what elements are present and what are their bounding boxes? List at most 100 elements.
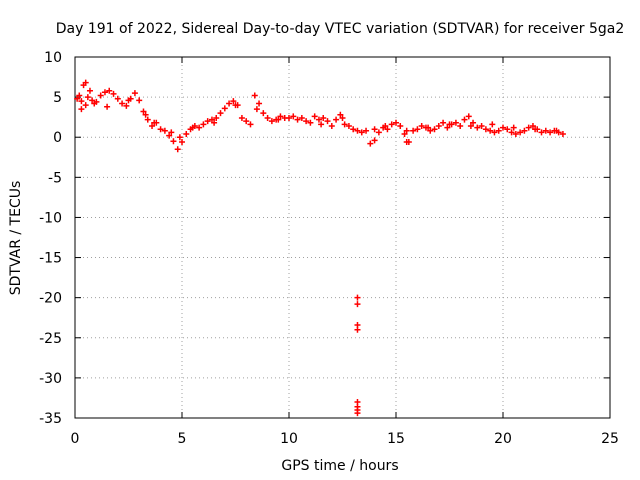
data-point bbox=[444, 124, 451, 131]
data-point bbox=[446, 121, 453, 128]
data-point bbox=[144, 116, 151, 123]
data-point bbox=[495, 127, 502, 134]
data-point bbox=[532, 126, 539, 133]
x-tick-label: 15 bbox=[387, 431, 405, 447]
data-points bbox=[74, 79, 566, 417]
data-point bbox=[136, 97, 143, 104]
data-point bbox=[226, 100, 233, 107]
data-point bbox=[474, 124, 481, 131]
data-point bbox=[345, 122, 352, 129]
data-point bbox=[131, 90, 138, 97]
data-point bbox=[97, 92, 104, 99]
data-point bbox=[168, 129, 175, 136]
data-point bbox=[170, 138, 177, 145]
data-point bbox=[414, 126, 421, 133]
data-point bbox=[465, 113, 472, 120]
data-point bbox=[149, 122, 156, 129]
data-point bbox=[508, 129, 515, 136]
data-point bbox=[393, 119, 399, 126]
data-point bbox=[260, 110, 267, 117]
data-point bbox=[482, 126, 489, 133]
data-point bbox=[76, 92, 83, 99]
data-point bbox=[547, 129, 554, 136]
y-tick-label: -10 bbox=[39, 210, 62, 226]
y-tick-label: 10 bbox=[44, 50, 62, 66]
data-point bbox=[491, 129, 498, 136]
data-point bbox=[320, 114, 327, 121]
data-point bbox=[166, 132, 173, 139]
x-tick-label: 0 bbox=[71, 431, 80, 447]
x-tick-label: 10 bbox=[280, 431, 298, 447]
data-point bbox=[161, 127, 168, 134]
data-point bbox=[489, 121, 496, 128]
data-point bbox=[142, 111, 149, 118]
data-point bbox=[294, 116, 301, 123]
data-point bbox=[500, 124, 506, 131]
data-point bbox=[82, 79, 89, 86]
data-point bbox=[350, 126, 357, 133]
data-point bbox=[204, 118, 211, 125]
plot-frame bbox=[74, 56, 611, 419]
data-point bbox=[140, 108, 147, 115]
data-point bbox=[290, 113, 297, 120]
data-point bbox=[106, 87, 113, 94]
data-point bbox=[403, 127, 410, 134]
data-point bbox=[427, 127, 434, 134]
data-point bbox=[403, 139, 410, 146]
y-tick-label: -20 bbox=[39, 291, 62, 307]
data-point bbox=[354, 127, 361, 134]
data-point bbox=[517, 129, 524, 136]
y-tick-label: -5 bbox=[48, 170, 62, 186]
data-point bbox=[354, 410, 361, 417]
data-point bbox=[315, 116, 322, 123]
data-point bbox=[435, 122, 442, 129]
data-point bbox=[238, 114, 245, 121]
data-point bbox=[221, 105, 228, 112]
y-tick-label: 0 bbox=[53, 130, 62, 146]
data-point bbox=[123, 102, 130, 109]
data-point bbox=[529, 122, 536, 129]
data-point bbox=[397, 122, 404, 129]
data-point bbox=[176, 134, 183, 141]
data-point bbox=[457, 122, 464, 129]
data-point bbox=[461, 116, 468, 123]
data-point bbox=[487, 127, 494, 134]
data-point bbox=[525, 124, 532, 131]
data-point bbox=[452, 119, 459, 126]
chart-title: Day 191 of 2022, Sidereal Day-to-day VTE… bbox=[56, 21, 625, 37]
data-point bbox=[256, 100, 263, 107]
data-point bbox=[354, 301, 361, 308]
data-point bbox=[358, 129, 365, 136]
data-point bbox=[196, 124, 203, 131]
data-point bbox=[78, 98, 85, 105]
data-point bbox=[277, 113, 284, 120]
data-point bbox=[478, 122, 485, 129]
data-point bbox=[157, 126, 164, 133]
data-point bbox=[230, 98, 237, 105]
y-tick-label: -15 bbox=[39, 251, 62, 267]
data-point bbox=[470, 119, 477, 126]
data-point bbox=[208, 116, 215, 123]
data-point bbox=[86, 87, 93, 94]
data-point bbox=[371, 126, 378, 133]
x-tick-label: 20 bbox=[494, 431, 512, 447]
data-point bbox=[217, 110, 224, 117]
data-point bbox=[354, 294, 361, 301]
data-point bbox=[337, 111, 344, 118]
data-point bbox=[84, 94, 91, 101]
data-point bbox=[375, 129, 382, 136]
data-point bbox=[78, 106, 85, 113]
data-point bbox=[232, 102, 239, 109]
data-point bbox=[247, 121, 254, 128]
data-point bbox=[410, 127, 417, 134]
data-point bbox=[324, 118, 331, 125]
data-point bbox=[504, 126, 511, 133]
data-point bbox=[114, 95, 121, 102]
data-point bbox=[110, 90, 117, 97]
data-point bbox=[467, 122, 474, 129]
data-point bbox=[341, 121, 348, 128]
data-point bbox=[384, 126, 391, 133]
data-point bbox=[104, 103, 111, 110]
